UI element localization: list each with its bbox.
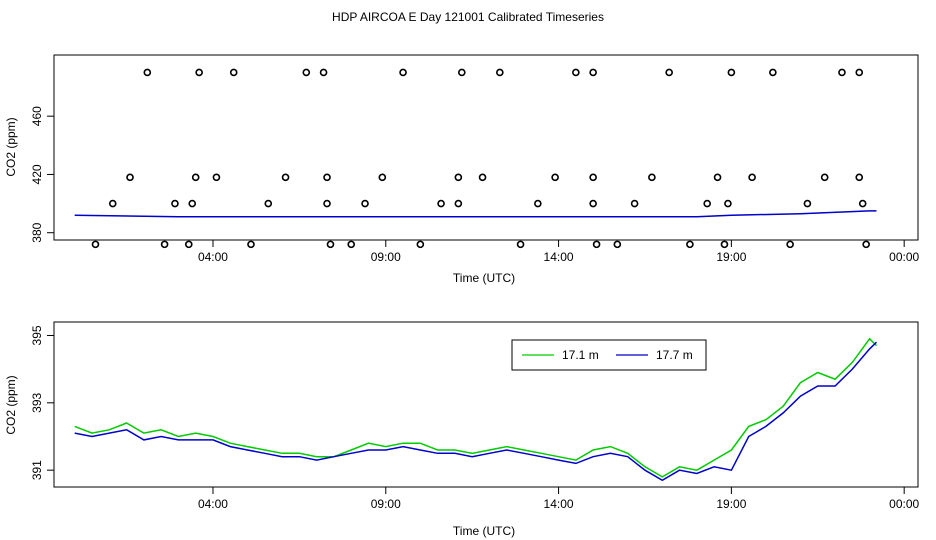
top-scatter-point [820, 173, 829, 182]
top-scatter-point [589, 199, 597, 208]
top-scatter-point [838, 68, 846, 77]
top-scatter-point [858, 199, 867, 208]
bottom-x-tick-label: 09:00 [371, 497, 401, 511]
top-scatter-point [143, 68, 152, 77]
top-y-tick-label: 460 [30, 106, 44, 126]
bottom-x-tick-label: 04:00 [198, 497, 228, 511]
top-scatter-point [188, 199, 197, 208]
top-scatter-point [720, 240, 729, 249]
top-panel-frame [53, 54, 919, 241]
top-y-tick-label: 380 [30, 222, 44, 242]
top-scatter-point [572, 68, 580, 77]
top-scatter-point [855, 68, 864, 77]
top-scatter-point [862, 240, 870, 249]
top-scatter-point [212, 173, 221, 182]
top-scatter-point [302, 68, 311, 77]
top-x-tick-label: 00:00 [889, 250, 919, 264]
top-scatter-point [91, 240, 100, 249]
top-scatter-point [323, 173, 331, 182]
top-scatter-point [399, 68, 407, 77]
series-line-17-1m [74, 337, 878, 478]
top-x-tick-label: 04:00 [198, 250, 228, 264]
top-scatter-point [713, 173, 722, 182]
top-scatter-point [378, 173, 387, 182]
top-scatter-point [589, 173, 597, 182]
top-x-tick-label: 14:00 [544, 250, 574, 264]
bottom-x-tick-label: 00:00 [889, 497, 919, 511]
top-scatter-point [323, 199, 331, 208]
top-scatter-point [171, 199, 179, 208]
top-scatter-point [458, 68, 466, 77]
bottom-y-tick-label: 393 [30, 392, 44, 412]
top-scatter-point [361, 199, 369, 208]
top-scatter-point [769, 68, 777, 77]
top-scatter-point [184, 240, 193, 249]
top-scatter-point [191, 173, 200, 182]
bottom-x-axis-label: Time (UTC) [453, 524, 515, 538]
top-scatter-point [648, 173, 656, 182]
top-scatter-point [724, 199, 732, 208]
top-scatter-point [454, 199, 463, 208]
top-scatter-point [589, 68, 597, 77]
top-scatter-point [727, 68, 736, 77]
top-scatter-point [326, 240, 335, 249]
top-scatter-point [281, 173, 290, 182]
top-scatter-point [613, 240, 622, 249]
bottom-y-tick-label: 391 [30, 460, 44, 480]
top-scatter-point [319, 68, 328, 77]
top-scatter-point [229, 68, 238, 77]
top-scatter-point [347, 240, 356, 249]
top-scatter-point [686, 240, 694, 249]
top-y-tick-label: 420 [30, 164, 44, 184]
legend-label-17-1m: 17.1 m [562, 348, 599, 362]
top-scatter-point [416, 240, 425, 249]
legend: 17.1 m 17.7 m [511, 339, 707, 371]
bottom-y-axis-label: CO2 (ppm) [4, 375, 18, 434]
top-y-axis-label: CO2 (ppm) [4, 117, 18, 176]
top-x-tick-label: 09:00 [371, 250, 401, 264]
top-scatter-point [108, 199, 117, 208]
top-scatter-point [665, 68, 673, 77]
top-scatter-point [264, 199, 273, 208]
top-scatter-point [496, 68, 504, 77]
top-scatter-point [478, 173, 487, 182]
top-x-tick-label: 19:00 [716, 250, 746, 264]
bottom-x-tick-label: 14:00 [544, 497, 574, 511]
top-scatter-point [454, 173, 463, 182]
bottom-x-tick-label: 19:00 [716, 497, 746, 511]
top-scatter-point [195, 68, 203, 77]
top-scatter-point [855, 173, 864, 182]
top-baseline-series [74, 210, 877, 218]
top-scatter-point [630, 199, 639, 208]
top-scatter-point [247, 240, 255, 249]
top-scatter-point [703, 199, 711, 208]
bottom-panel: 04:00 09:00 14:00 19:00 00:00 391 393 395 [30, 325, 920, 511]
series-line-17-7m [74, 341, 878, 482]
legend-label-17-7m: 17.7 m [656, 348, 693, 362]
top-scatter-point [786, 240, 794, 249]
top-scatter-point [126, 173, 134, 182]
figure-title: HDP AIRCOA E Day 121001 Calibrated Times… [332, 10, 604, 24]
top-scatter-point [551, 173, 559, 182]
top-x-axis-label: Time (UTC) [453, 271, 515, 285]
top-scatter-point [437, 199, 445, 208]
bottom-y-tick-label: 395 [30, 325, 44, 345]
top-scatter-point [534, 199, 542, 208]
top-scatter-point [748, 173, 756, 182]
bottom-panel-frame [53, 321, 919, 488]
top-panel: 04:00 09:00 14:00 19:00 00:00 380 420 460 [30, 68, 920, 264]
top-scatter-point [516, 240, 525, 249]
top-scatter-point [592, 240, 601, 249]
top-scatter-point [803, 199, 812, 208]
top-scatter-point [160, 240, 169, 249]
